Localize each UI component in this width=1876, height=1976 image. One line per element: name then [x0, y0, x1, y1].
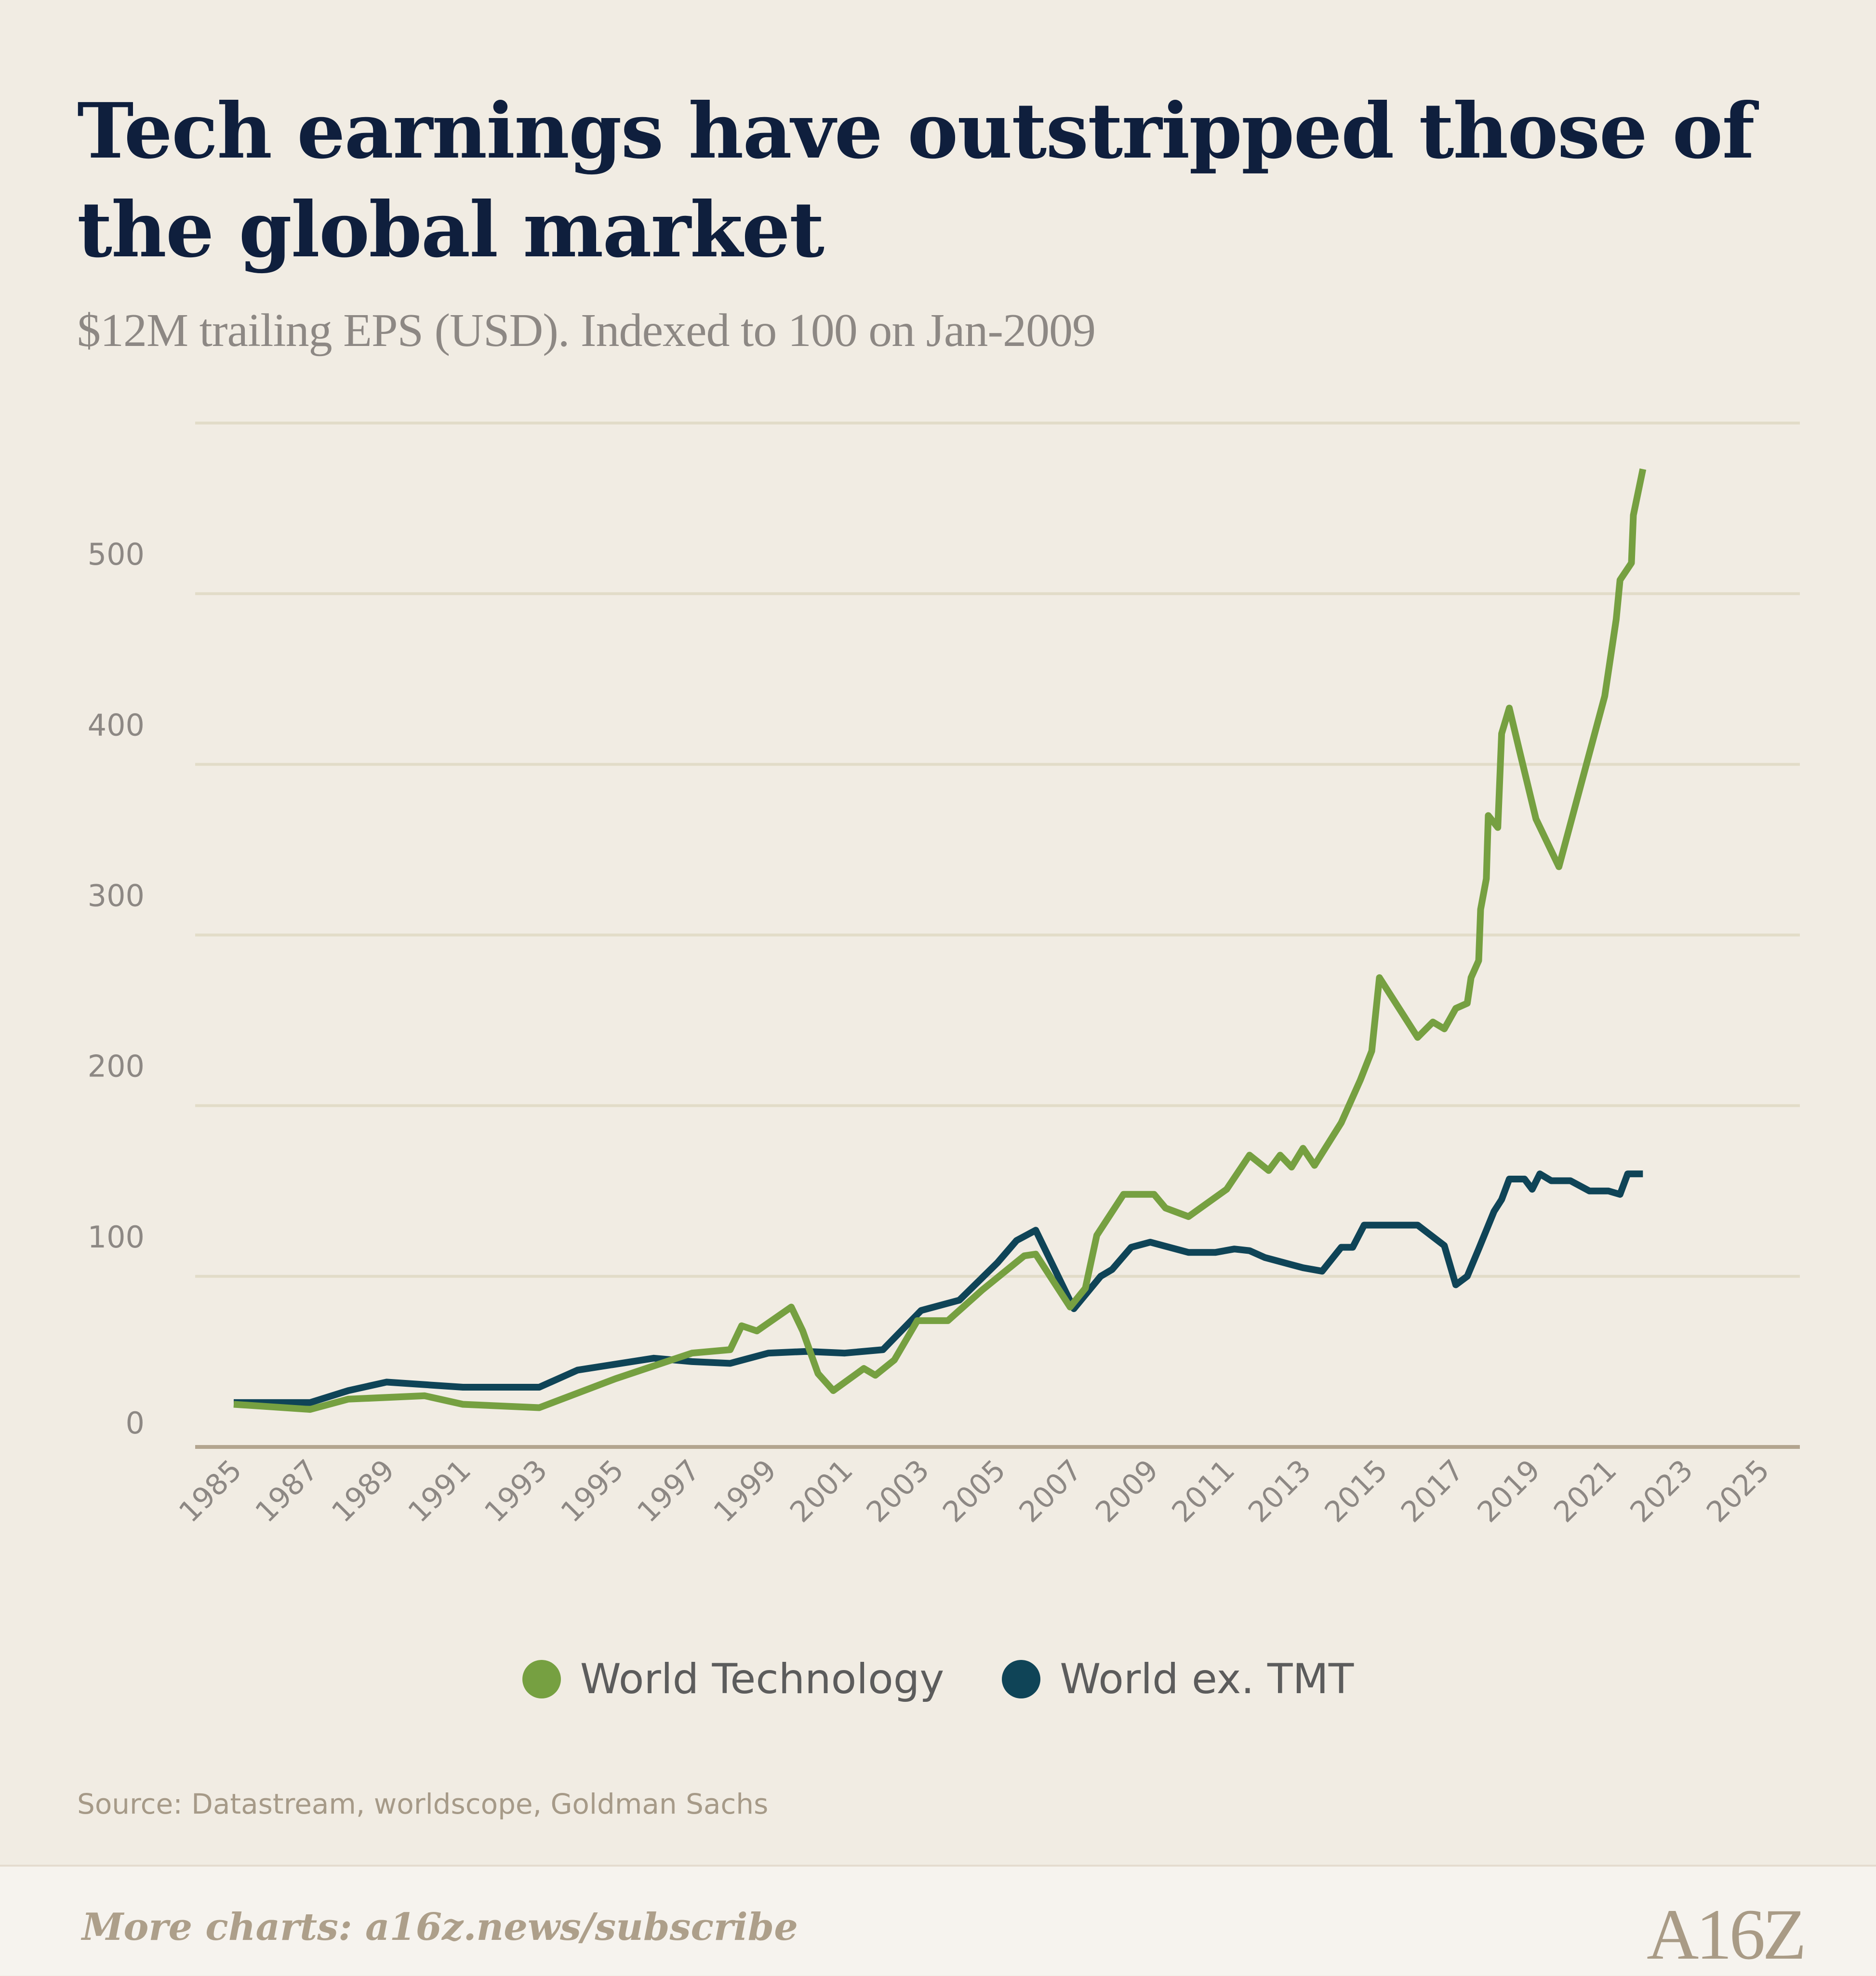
x-tick-label: 1991	[402, 1453, 478, 1529]
legend-item-world-ex-tmt: World ex. TMT	[1002, 1655, 1354, 1703]
y-tick-label: 0	[126, 1406, 145, 1441]
x-tick-label: 1997	[631, 1453, 706, 1529]
legend-label-world-ex-tmt: World ex. TMT	[1060, 1655, 1354, 1703]
series-line-world-ex-tmt	[234, 1170, 1643, 1406]
x-tick-label: 2023	[1624, 1453, 1700, 1529]
x-tick-label: 2021	[1547, 1453, 1623, 1529]
x-tick-label: 2025	[1700, 1453, 1776, 1529]
legend-swatch-world-technology	[522, 1660, 561, 1698]
source-note: Source: Datastream, worldscope, Goldman …	[77, 1788, 769, 1820]
x-axis-ticks: 1985 1987 1989 1991 1993 1995 1997 1999 2001 2003…	[173, 1453, 1776, 1529]
x-tick-label: 2007	[1013, 1453, 1089, 1529]
y-axis-ticks: 0 100 200 300 400 500 600	[88, 395, 145, 1441]
subscribe-link[interactable]: More charts: a16z.news/subscribe	[82, 1905, 798, 1949]
y-tick-label: 300	[88, 878, 145, 914]
x-tick-label: 2001	[784, 1453, 859, 1529]
y-tick-label: 600	[88, 395, 145, 401]
x-tick-label: 2005	[936, 1453, 1012, 1529]
y-tick-label: 200	[88, 1049, 145, 1084]
gridlines	[195, 422, 1800, 1449]
x-tick-label: 1985	[173, 1453, 248, 1529]
x-tick-label: 1995	[555, 1453, 630, 1529]
x-tick-label: 1989	[325, 1453, 401, 1529]
legend: World Technology World ex. TMT	[0, 1655, 1876, 1703]
x-tick-label: 2019	[1471, 1453, 1547, 1529]
x-tick-label: 2013	[1242, 1453, 1317, 1529]
legend-label-world-technology: World Technology	[580, 1655, 945, 1703]
y-tick-label: 100	[88, 1220, 145, 1255]
x-tick-label: 2003	[860, 1453, 936, 1529]
footer-bar: More charts: a16z.news/subscribe A16Z	[0, 1865, 1876, 1976]
x-tick-label: 2015	[1318, 1453, 1394, 1529]
series-lines	[233, 468, 1647, 1413]
x-tick-label: 2017	[1395, 1453, 1470, 1529]
series-line-world-technology	[233, 468, 1647, 1413]
x-tick-label: 2011	[1166, 1453, 1241, 1529]
x-tick-label: 2009	[1089, 1453, 1165, 1529]
a16z-logo: A16Z	[1647, 1895, 1807, 1975]
legend-swatch-world-ex-tmt	[1002, 1660, 1041, 1698]
chart-subtitle: $12M trailing EPS (USD). Indexed to 100 …	[77, 305, 1096, 357]
y-tick-label: 500	[88, 537, 145, 572]
legend-item-world-technology: World Technology	[522, 1655, 945, 1703]
y-tick-label: 400	[88, 707, 145, 743]
x-tick-label: 1987	[249, 1453, 325, 1529]
x-tick-label: 1999	[707, 1453, 783, 1529]
line-chart: 0 100 200 300 400 500 600 19851987198919911993…	[88, 395, 1800, 1529]
x-tick-label: 1993	[478, 1453, 554, 1529]
chart-title: Tech earnings have outstripped those of …	[77, 87, 1755, 275]
